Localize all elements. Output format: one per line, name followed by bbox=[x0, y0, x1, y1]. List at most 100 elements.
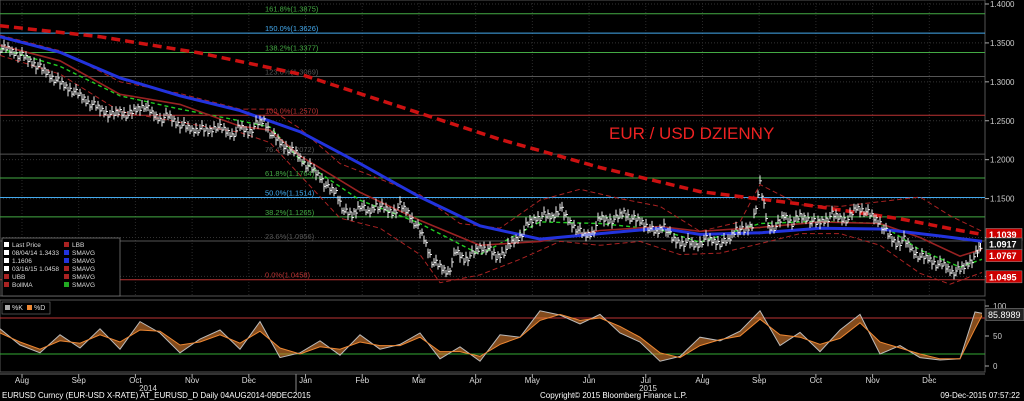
stoch-fill-segment bbox=[880, 342, 900, 354]
main-y-tick-label: 1.2000 bbox=[990, 156, 1015, 165]
price-badge-label: 1.1039 bbox=[989, 230, 1017, 240]
legend-label: UBB bbox=[12, 274, 25, 281]
x-tick-label: May bbox=[525, 376, 540, 385]
stoch-fill-segment bbox=[660, 352, 680, 362]
stoch-fill-segment bbox=[740, 310, 760, 336]
price-badge-box bbox=[985, 249, 1023, 262]
x-tick-label: Aug bbox=[695, 376, 709, 385]
x-tick-label: Sep bbox=[72, 376, 87, 385]
stoch-last-value-box bbox=[985, 308, 1024, 321]
x-tick-label: Dec bbox=[922, 376, 936, 385]
main-price-panel: 1.4000 1.3500 1.3000 1.2500 1.2000 1.1500 1.10… bbox=[0, 0, 1023, 297]
price-badge-box bbox=[985, 270, 1023, 284]
legend-swatch bbox=[4, 274, 9, 279]
stoch-legend-label: %K bbox=[12, 305, 23, 312]
x-year-label: 2014 bbox=[139, 384, 157, 393]
chart-annotation-title: EUR / USD DZIENNY bbox=[609, 124, 774, 143]
stoch-fill-segment bbox=[840, 314, 860, 339]
x-tick-label: Feb bbox=[355, 376, 369, 385]
price-badge: 1.0495 bbox=[985, 270, 1023, 284]
x-tick-label: Oct bbox=[129, 376, 142, 385]
legend-label: SMAVG bbox=[72, 266, 95, 273]
legend-label: SMAVG bbox=[72, 258, 95, 265]
x-tick-label: Nov bbox=[185, 376, 199, 385]
legend-frame bbox=[1, 237, 121, 297]
fib-level-label: 150.0%(1.3626) bbox=[265, 24, 319, 33]
stoch-fill-segment bbox=[200, 330, 220, 342]
legend-swatch bbox=[64, 250, 69, 255]
footer-center: Copyright© 2015 Bloomberg Finance L.P. bbox=[540, 391, 687, 400]
stochastic-panel: 100 50 0 85.8989 %K %D bbox=[0, 299, 1024, 373]
stoch-fill-segment bbox=[700, 337, 720, 346]
x-year-label: 2015 bbox=[639, 384, 657, 393]
stoch-fill-segment bbox=[640, 337, 660, 362]
legend-swatch bbox=[4, 258, 9, 263]
legend-swatch bbox=[4, 242, 9, 247]
stoch-y-tick-label: 100 bbox=[993, 302, 1007, 311]
price-badge: 1.0917 bbox=[985, 237, 1023, 251]
legend-label: BollMA bbox=[12, 282, 33, 289]
fib-level-label: 0.0%(1.0458) bbox=[265, 271, 311, 280]
legend-label: 03/16/15 1.0458 bbox=[12, 266, 59, 273]
legend-swatch bbox=[64, 266, 69, 271]
legend-swatch bbox=[64, 242, 69, 247]
stoch-legend-label: %D bbox=[34, 305, 45, 312]
stoch-y-tick-label: 0 bbox=[993, 362, 998, 371]
price-badge-label: 1.0495 bbox=[989, 272, 1017, 282]
legend-label: SMAVG bbox=[72, 250, 95, 257]
x-tick-label: Aug bbox=[15, 376, 29, 385]
stoch-fill-segment bbox=[500, 334, 520, 345]
stoch-legend-frame bbox=[1, 301, 51, 315]
stoch-legend-swatch bbox=[5, 305, 10, 310]
x-axis: Aug Sep Oct Nov Dec Jan Feb Mar Apr May Jun Jul Aug S… bbox=[0, 373, 985, 393]
legend-label: SMAVG bbox=[72, 282, 95, 289]
x-tick-label: Mar bbox=[412, 376, 426, 385]
x-tick-label: Sep bbox=[752, 376, 767, 385]
footer-left: EURUSD Curncy (EUR-USD X-RATE) AT_EURUSD… bbox=[2, 391, 311, 400]
main-y-tick-label: 1.1500 bbox=[990, 195, 1015, 204]
footer-right: 09-Dec-2015 07:57:22 bbox=[940, 391, 1020, 400]
stoch-k-line bbox=[0, 309, 983, 362]
x-tick-label: Jan bbox=[299, 376, 312, 385]
main-y-tick-label: 1.2500 bbox=[990, 117, 1015, 126]
legend-swatch bbox=[4, 282, 9, 287]
fib-level-label: 23.6%(1.0956) bbox=[265, 232, 315, 241]
legend-swatch bbox=[4, 266, 9, 271]
stoch-last-value: 85.8989 bbox=[988, 310, 1021, 320]
legend-swatch bbox=[64, 282, 69, 287]
x-tick-label: Jun bbox=[583, 376, 596, 385]
main-plot-area bbox=[0, 0, 986, 297]
x-tick-label: Nov bbox=[865, 376, 879, 385]
legend-swatch bbox=[64, 274, 69, 279]
legend-label: 08/04/14 1.3433 bbox=[12, 250, 59, 257]
x-tick-label: Oct bbox=[810, 376, 823, 385]
fib-level-label: 61.8%(1.1764) bbox=[265, 169, 315, 178]
main-y-tick-label: 1.3500 bbox=[990, 39, 1015, 48]
legend-label: 1.1606 bbox=[12, 258, 32, 265]
stoch-d-line bbox=[0, 313, 983, 360]
fib-level-label: 161.8%(1.3875) bbox=[265, 5, 319, 14]
price-badge-label: 1.0767 bbox=[989, 251, 1017, 261]
fib-level-label: 138.2%(1.3377) bbox=[265, 43, 319, 52]
legend-label: SMAVG bbox=[72, 274, 95, 281]
stoch-y-tick-label: 50 bbox=[993, 332, 1002, 341]
fib-level-label: 38.2%(1.1265) bbox=[265, 208, 315, 217]
price-badge: 1.0767 bbox=[985, 249, 1023, 262]
legend-swatch bbox=[4, 250, 9, 255]
main-y-tick-label: 1.4000 bbox=[990, 0, 1015, 9]
main-y-tick-label: 1.3000 bbox=[990, 78, 1015, 87]
legend-swatch bbox=[64, 258, 69, 263]
stoch-fill-segment bbox=[540, 310, 560, 321]
legend-label: Last Price bbox=[12, 242, 41, 249]
fib-level-label: 100.0%(1.2570) bbox=[265, 106, 319, 115]
stoch-fill-segment bbox=[20, 342, 40, 353]
x-tick-label: Apr bbox=[469, 376, 482, 385]
stoch-fill-segment bbox=[620, 326, 640, 342]
x-tick-label: Dec bbox=[242, 376, 256, 385]
stoch-fill-segment bbox=[280, 348, 300, 358]
sma-blue-line bbox=[0, 35, 983, 243]
x-tick-label: Jul bbox=[641, 376, 651, 385]
stoch-legend-swatch bbox=[27, 305, 32, 310]
